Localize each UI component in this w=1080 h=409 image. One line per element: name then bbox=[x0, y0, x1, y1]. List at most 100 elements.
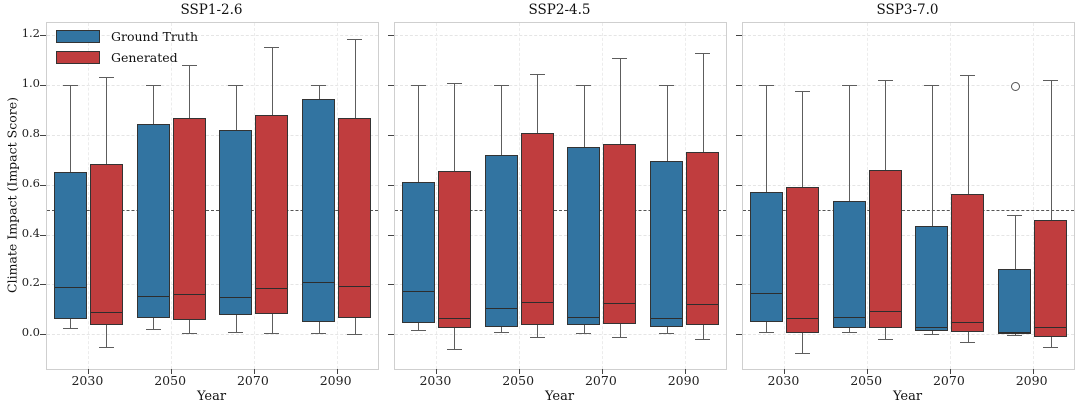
x-tick-mark bbox=[253, 369, 255, 374]
x-tick-mark bbox=[171, 369, 173, 374]
gridline-horizontal bbox=[743, 284, 1074, 286]
whisker-cap-low-ssp2-4-5-2070-ground-truth bbox=[576, 332, 592, 334]
whisker-cap-low-ssp3-7-0-2030-ground-truth bbox=[758, 331, 774, 333]
gridline-horizontal bbox=[47, 234, 378, 236]
whisker-cap-high-ssp2-4-5-2050-generated bbox=[529, 74, 545, 76]
legend-label: Generated bbox=[111, 50, 178, 65]
gridline-horizontal bbox=[743, 85, 1074, 87]
whisker-lower-ssp1-2-6-2050-ground-truth bbox=[153, 317, 155, 330]
gridline-horizontal bbox=[743, 334, 1074, 336]
gridline-horizontal bbox=[743, 184, 1074, 186]
reference-line bbox=[743, 209, 1074, 211]
whisker-lower-ssp3-7-0-2030-ground-truth bbox=[766, 321, 768, 332]
median-ssp2-4-5-2030-generated bbox=[438, 317, 470, 319]
y-tick-mark bbox=[736, 234, 742, 236]
x-tick-mark bbox=[784, 369, 786, 374]
y-tick-mark bbox=[736, 284, 742, 286]
box-ssp1-2-6-2070-generated bbox=[255, 115, 289, 315]
gridline-horizontal bbox=[743, 35, 1074, 37]
y-tick-mark bbox=[736, 85, 742, 87]
whisker-upper-ssp3-7-0-2050-ground-truth bbox=[849, 85, 851, 201]
panel-title: SSP3-7.0 bbox=[876, 2, 939, 18]
whisker-lower-ssp1-2-6-2030-generated bbox=[106, 325, 108, 347]
median-ssp2-4-5-2070-ground-truth bbox=[568, 316, 600, 318]
legend-item: Ground Truth bbox=[56, 26, 198, 47]
outlier-point-ssp3-7-0-2090-ground-truth bbox=[1011, 81, 1021, 91]
whisker-cap-low-ssp1-2-6-2050-ground-truth bbox=[145, 329, 161, 331]
x-axis-label: Year bbox=[892, 389, 923, 404]
gridline-horizontal bbox=[395, 284, 726, 286]
box-ssp2-4-5-2050-ground-truth bbox=[484, 154, 518, 327]
legend: Ground Truth Generated bbox=[56, 26, 198, 68]
legend-swatch-generated bbox=[56, 51, 100, 64]
whisker-upper-ssp2-4-5-2050-ground-truth bbox=[501, 85, 503, 155]
gridline-horizontal bbox=[743, 135, 1074, 136]
gridline-horizontal bbox=[395, 135, 726, 136]
whisker-upper-ssp3-7-0-2090-ground-truth bbox=[1014, 214, 1016, 270]
whisker-cap-high-ssp3-7-0-2070-ground-truth bbox=[924, 85, 940, 87]
x-tick-label: 2030 bbox=[767, 373, 800, 388]
whisker-cap-high-ssp1-2-6-2050-ground-truth bbox=[145, 85, 161, 87]
whisker-lower-ssp3-7-0-2050-ground-truth bbox=[849, 327, 851, 332]
whisker-lower-ssp1-2-6-2050-generated bbox=[189, 320, 191, 333]
whisker-cap-high-ssp1-2-6-2030-generated bbox=[98, 76, 114, 78]
gridline-vertical bbox=[88, 23, 90, 369]
legend-swatch-ground-truth bbox=[56, 30, 100, 43]
whisker-cap-low-ssp1-2-6-2030-ground-truth bbox=[62, 327, 78, 329]
x-tick-mark bbox=[436, 369, 438, 374]
box-ssp1-2-6-2030-ground-truth bbox=[53, 172, 87, 320]
x-tick-mark bbox=[336, 369, 338, 374]
whisker-upper-ssp1-2-6-2090-ground-truth bbox=[318, 85, 320, 99]
gridline-horizontal bbox=[47, 135, 378, 136]
y-tick-label: 0.4 bbox=[21, 225, 40, 240]
whisker-lower-ssp3-7-0-2070-generated bbox=[967, 331, 969, 342]
whisker-cap-high-ssp2-4-5-2070-generated bbox=[612, 57, 628, 59]
whisker-upper-ssp1-2-6-2070-generated bbox=[271, 46, 273, 116]
box-ssp2-4-5-2030-generated bbox=[437, 171, 471, 328]
whisker-cap-high-ssp3-7-0-2030-generated bbox=[794, 91, 810, 93]
median-ssp1-2-6-2050-generated bbox=[173, 294, 205, 296]
gridline-horizontal bbox=[47, 184, 378, 186]
whisker-cap-low-ssp3-7-0-2030-generated bbox=[794, 352, 810, 354]
box-ssp2-4-5-2070-generated bbox=[603, 143, 637, 325]
panel-ssp3-7-0 bbox=[736, 22, 1075, 374]
whisker-lower-ssp3-7-0-2090-ground-truth bbox=[1014, 334, 1016, 336]
whisker-cap-low-ssp2-4-5-2050-generated bbox=[529, 336, 545, 338]
whisker-lower-ssp1-2-6-2030-ground-truth bbox=[70, 319, 72, 328]
box-ssp3-7-0-2050-generated bbox=[868, 169, 902, 328]
whisker-cap-low-ssp2-4-5-2050-ground-truth bbox=[493, 331, 509, 333]
whisker-upper-ssp1-2-6-2030-ground-truth bbox=[70, 85, 72, 173]
whisker-upper-ssp2-4-5-2090-generated bbox=[702, 52, 704, 153]
whisker-cap-high-ssp3-7-0-2070-generated bbox=[960, 75, 976, 77]
box-ssp1-2-6-2070-ground-truth bbox=[219, 130, 253, 316]
panel-ssp1-2-6: Ground Truth Generated bbox=[40, 22, 379, 374]
whisker-cap-high-ssp2-4-5-2090-generated bbox=[695, 52, 711, 54]
x-tick-label: 2030 bbox=[419, 373, 452, 388]
median-ssp3-7-0-2030-generated bbox=[786, 317, 818, 319]
whisker-upper-ssp1-2-6-2030-generated bbox=[106, 76, 108, 164]
x-tick-label: 2030 bbox=[71, 373, 104, 388]
whisker-cap-low-ssp3-7-0-2070-generated bbox=[960, 341, 976, 343]
whisker-cap-low-ssp3-7-0-2070-ground-truth bbox=[924, 334, 940, 336]
box-ssp3-7-0-2030-ground-truth bbox=[749, 192, 783, 322]
median-ssp2-4-5-2090-ground-truth bbox=[651, 317, 683, 319]
whisker-lower-ssp1-2-6-2090-generated bbox=[354, 317, 356, 335]
y-tick-label: 0.2 bbox=[21, 275, 40, 290]
whisker-cap-low-ssp3-7-0-2090-ground-truth bbox=[1007, 335, 1023, 337]
whisker-cap-high-ssp3-7-0-2090-generated bbox=[1043, 80, 1059, 82]
whisker-lower-ssp2-4-5-2070-ground-truth bbox=[583, 325, 585, 333]
whisker-cap-low-ssp2-4-5-2030-generated bbox=[446, 349, 462, 351]
panel-title: SSP1-2.6 bbox=[180, 2, 243, 18]
gridline-vertical bbox=[949, 23, 951, 369]
gridline-vertical bbox=[436, 23, 438, 369]
x-tick-label: 2070 bbox=[584, 373, 617, 388]
whisker-lower-ssp3-7-0-2050-generated bbox=[885, 327, 887, 340]
box-ssp3-7-0-2090-ground-truth bbox=[998, 269, 1032, 335]
box-ssp3-7-0-2070-ground-truth bbox=[915, 225, 949, 332]
gridline-vertical bbox=[171, 23, 173, 369]
gridline-vertical bbox=[519, 23, 521, 369]
legend-item: Generated bbox=[56, 47, 198, 68]
box-ssp1-2-6-2050-generated bbox=[172, 117, 206, 321]
median-ssp1-2-6-2030-generated bbox=[90, 311, 122, 313]
whisker-cap-low-ssp1-2-6-2090-generated bbox=[347, 334, 363, 336]
